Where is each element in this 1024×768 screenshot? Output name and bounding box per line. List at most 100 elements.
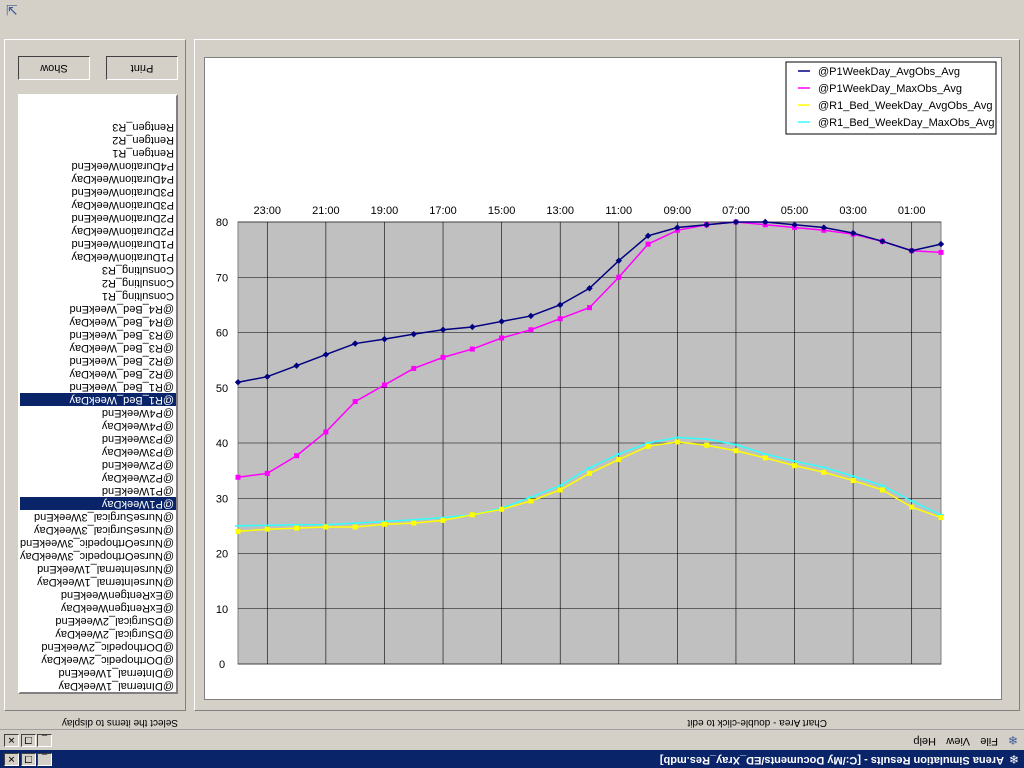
print-button[interactable]: Print bbox=[106, 56, 178, 80]
list-item[interactable]: @NurseOrthopedic_3WeekDay bbox=[19, 550, 174, 562]
list-item[interactable]: @R2_Bed_WeekDay bbox=[69, 368, 174, 380]
list-item[interactable]: Rentgen_R3 bbox=[112, 121, 174, 133]
list-item[interactable]: @P3WeekDay bbox=[101, 446, 174, 458]
x-tick-label: 23:00 bbox=[254, 205, 282, 217]
legend-entry: @R1_Bed_WeekDay_AvgObs_Avg bbox=[818, 100, 992, 112]
data-point bbox=[586, 285, 593, 292]
list-item[interactable]: @NurseSurgical_3WeekEnd bbox=[34, 511, 174, 523]
list-item[interactable]: @NurseSurgical_3WeekDay bbox=[34, 524, 174, 536]
restore-button[interactable]: ❐ bbox=[21, 753, 36, 766]
menu-view[interactable]: View bbox=[946, 735, 970, 747]
list-item[interactable]: @P1WeekEnd bbox=[101, 485, 174, 497]
list-item[interactable]: P3DurationWeekDay bbox=[71, 199, 174, 211]
data-point bbox=[909, 504, 915, 510]
data-point bbox=[616, 274, 622, 280]
list-item[interactable]: @DInternal_1WeekEnd bbox=[58, 667, 174, 679]
data-point bbox=[937, 240, 945, 248]
list-item[interactable]: Consulting_R2 bbox=[101, 277, 174, 289]
x-tick-label: 01:00 bbox=[898, 205, 926, 217]
document-icon[interactable]: ❄ bbox=[1007, 733, 1019, 747]
menu-bar: ❄ File View Help _ ❐ ✕ bbox=[0, 729, 1024, 750]
legend-entry: @P1WeekDay_AvgObs_Avg bbox=[818, 66, 960, 78]
x-tick-label: 13:00 bbox=[546, 205, 574, 217]
data-point bbox=[264, 470, 270, 476]
list-item[interactable]: @ExRentgenWeekEnd bbox=[60, 589, 174, 601]
list-item[interactable]: Rentgen_R1 bbox=[112, 147, 174, 159]
data-point bbox=[879, 487, 885, 493]
list-item[interactable]: @DOrthopedic_2WeekEnd bbox=[41, 641, 174, 653]
data-point bbox=[235, 528, 241, 534]
list-item[interactable]: @NurseOrthopedic_3WeekEnd bbox=[19, 537, 174, 549]
list-item[interactable]: P1DurationWeekEnd bbox=[71, 238, 174, 250]
data-point bbox=[674, 224, 681, 231]
y-tick-label: 60 bbox=[216, 328, 228, 340]
list-item[interactable]: @R3_Bed_WeekDay bbox=[69, 342, 174, 354]
list-item[interactable]: @P4WeekEnd bbox=[101, 407, 174, 419]
data-point bbox=[499, 506, 505, 512]
child-close-button[interactable]: ✕ bbox=[4, 734, 19, 747]
legend bbox=[785, 61, 997, 135]
list-item[interactable]: Consulting_R3 bbox=[101, 264, 174, 276]
data-point bbox=[352, 524, 358, 530]
list-item[interactable]: @P1WeekDay bbox=[20, 497, 176, 510]
list-item[interactable]: @P2WeekEnd bbox=[101, 459, 174, 471]
title-bar[interactable]: ❄ Arena Simulation Results - [C:/My Docu… bbox=[0, 750, 1024, 768]
data-point bbox=[849, 229, 857, 237]
list-item[interactable]: P3DurationWeekEnd bbox=[71, 186, 174, 198]
show-button[interactable]: Show bbox=[18, 56, 90, 80]
data-point bbox=[938, 249, 944, 255]
data-point bbox=[411, 365, 417, 371]
y-tick-label: 20 bbox=[216, 549, 228, 561]
data-point bbox=[762, 218, 769, 226]
list-item[interactable]: @R1_Bed_WeekEnd bbox=[69, 381, 174, 393]
list-item[interactable]: @R1_Bed_WeekDay bbox=[20, 393, 176, 406]
data-point bbox=[439, 326, 447, 333]
minimize-button[interactable]: _ bbox=[37, 753, 52, 766]
snowflake-icon: ❄ bbox=[1008, 752, 1020, 766]
list-item[interactable]: Consulting_R1 bbox=[101, 290, 174, 302]
list-item[interactable]: @R4_Bed_WeekEnd bbox=[69, 303, 174, 315]
data-point bbox=[469, 512, 475, 518]
list-item[interactable]: @R2_Bed_WeekEnd bbox=[69, 355, 174, 367]
data-point bbox=[381, 335, 388, 343]
list-item[interactable]: P1DurationWeekDay bbox=[71, 251, 174, 263]
data-point bbox=[264, 373, 271, 380]
legend-entry: @P1WeekDay_MaxObs_Avg bbox=[818, 83, 962, 95]
child-minimize-button[interactable]: _ bbox=[37, 734, 52, 747]
menu-help[interactable]: Help bbox=[913, 735, 936, 747]
list-item[interactable]: @R3_Bed_WeekEnd bbox=[69, 329, 174, 341]
child-restore-button[interactable]: ❐ bbox=[21, 734, 36, 747]
list-item[interactable]: @R4_Bed_WeekDay bbox=[69, 316, 174, 328]
list-item[interactable]: @P2WeekDay bbox=[101, 472, 174, 484]
list-item[interactable]: @P3WeekEnd bbox=[101, 433, 174, 445]
close-button[interactable]: ✕ bbox=[4, 753, 19, 766]
data-point bbox=[323, 524, 329, 530]
list-item[interactable]: @DSurgical_2WeekDay bbox=[55, 628, 174, 640]
grip-icon[interactable]: ⇲ bbox=[6, 2, 18, 18]
data-point bbox=[235, 474, 241, 480]
items-listbox[interactable]: @DInternal_1WeekDay @DInternal_1WeekEnd @D… bbox=[18, 94, 178, 694]
list-item[interactable]: @ExRentgenWeekDay bbox=[60, 602, 174, 614]
list-item[interactable]: @DInternal_1WeekDay bbox=[58, 680, 174, 692]
list-item[interactable]: P4DurationWeekDay bbox=[71, 173, 174, 185]
list-item[interactable]: @NurseInternal_1WeekEnd bbox=[37, 563, 174, 575]
list-item[interactable]: @P4WeekDay bbox=[101, 420, 174, 432]
y-tick-label: 70 bbox=[216, 272, 228, 284]
x-tick-label: 05:00 bbox=[781, 205, 809, 217]
x-tick-label: 21:00 bbox=[312, 205, 340, 217]
list-item[interactable]: P2DurationWeekEnd bbox=[71, 212, 174, 224]
chart-area[interactable]: 0 10 20 30 40 50 60 70 80 01:00 03:00 05:00 07:00 09:… bbox=[204, 57, 1002, 700]
data-point bbox=[411, 520, 417, 526]
list-item[interactable]: @NurseInternal_1WeekDay bbox=[37, 576, 174, 588]
data-point bbox=[381, 382, 387, 388]
list-item[interactable]: P4DurationWeekEnd bbox=[71, 160, 174, 172]
list-item[interactable]: @DOrthopedic_2WeekDay bbox=[41, 654, 174, 666]
list-item[interactable]: @DSurgical_2WeekEnd bbox=[55, 615, 174, 627]
data-point bbox=[674, 439, 680, 445]
list-item[interactable]: Rentgen_R2 bbox=[112, 134, 174, 146]
data-point bbox=[938, 515, 944, 521]
menu-file[interactable]: File bbox=[980, 735, 998, 747]
data-point bbox=[264, 526, 270, 532]
list-item[interactable]: P2DurationWeekDay bbox=[71, 225, 174, 237]
data-point bbox=[352, 399, 358, 405]
